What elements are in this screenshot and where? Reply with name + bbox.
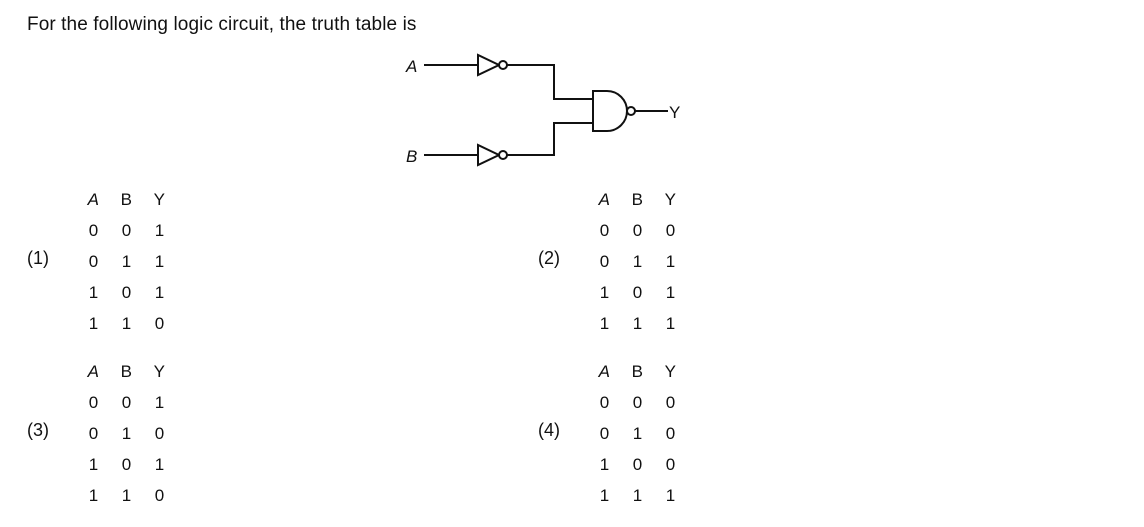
cell: 0 [599, 423, 610, 443]
cell: 0 [665, 392, 676, 412]
cell: 1 [154, 454, 165, 474]
cell: 0 [632, 220, 643, 240]
table-row: 0 1 1 [77, 246, 176, 277]
cell: 1 [121, 423, 132, 443]
cell: 1 [665, 282, 676, 302]
cell: 0 [88, 423, 99, 443]
cell: 1 [154, 282, 165, 302]
cell: 1 [632, 485, 643, 505]
option-2-label: (2) [538, 248, 560, 268]
cell: 0 [599, 251, 610, 271]
truth-table-2: A B Y 0 0 0 0 1 1 1 0 1 1 1 1 [588, 184, 687, 339]
cell: 1 [665, 485, 676, 505]
cell: 0 [88, 251, 99, 271]
input-a-label: A [405, 57, 417, 76]
cell: 1 [154, 251, 165, 271]
table-row: 1 0 1 [588, 277, 687, 308]
header-b: B [120, 189, 133, 209]
cell: 1 [665, 313, 676, 333]
input-b-label: B [406, 147, 417, 166]
truth-table-3: A B Y 0 0 1 0 1 0 1 0 1 1 1 0 [77, 356, 176, 511]
table-row: 1 1 0 [77, 308, 176, 339]
cell: 0 [154, 423, 165, 443]
cell: 0 [599, 220, 610, 240]
table-row: 0 1 0 [77, 418, 176, 449]
truth-table-1: A B Y 0 0 1 0 1 1 1 0 1 1 1 0 [77, 184, 176, 339]
cell: 0 [154, 313, 165, 333]
table-row: 1 0 1 [77, 277, 176, 308]
cell: 1 [599, 454, 610, 474]
header-y: Y [664, 361, 677, 381]
header-b: B [631, 361, 644, 381]
truth-table-4: A B Y 0 0 0 0 1 0 1 0 0 1 1 1 [588, 356, 687, 511]
table-row: 0 0 0 [588, 215, 687, 246]
table-row: 1 1 0 [77, 480, 176, 511]
cell: 0 [632, 392, 643, 412]
header-a: A [598, 189, 611, 209]
cell: 0 [665, 423, 676, 443]
header-y: Y [153, 189, 166, 209]
table-row: 0 1 0 [588, 418, 687, 449]
cell: 1 [154, 392, 165, 412]
cell: 0 [154, 485, 165, 505]
cell: 1 [88, 454, 99, 474]
header-b: B [631, 189, 644, 209]
cell: 0 [121, 220, 132, 240]
header-y: Y [664, 189, 677, 209]
cell: 0 [88, 392, 99, 412]
cell: 1 [88, 313, 99, 333]
question-text: For the following logic circuit, the tru… [27, 14, 417, 35]
table-row: 0 1 1 [588, 246, 687, 277]
cell: 1 [88, 282, 99, 302]
cell: 0 [88, 220, 99, 240]
cell: 1 [121, 485, 132, 505]
option-1-label: (1) [27, 248, 49, 268]
cell: 0 [665, 220, 676, 240]
option-3-label: (3) [27, 420, 49, 440]
output-y-label: Y [669, 103, 680, 122]
cell: 1 [88, 485, 99, 505]
cell: 1 [599, 313, 610, 333]
not-gate-b [477, 143, 502, 167]
not-gate-a [477, 53, 502, 77]
cell: 0 [599, 392, 610, 412]
header-y: Y [153, 361, 166, 381]
table-row: 1 1 1 [588, 308, 687, 339]
cell: 1 [599, 485, 610, 505]
cell: 1 [632, 423, 643, 443]
cell: 0 [665, 454, 676, 474]
header-b: B [120, 361, 133, 381]
header-a: A [598, 361, 611, 381]
cell: 1 [665, 251, 676, 271]
cell: 1 [632, 313, 643, 333]
cell: 1 [599, 282, 610, 302]
table-row: 1 0 1 [77, 449, 176, 480]
cell: 1 [121, 313, 132, 333]
header-a: A [87, 189, 100, 209]
option-4[interactable]: (4) A B Y 0 0 0 0 1 0 1 0 0 1 1 1 [538, 356, 718, 506]
cell: 0 [632, 282, 643, 302]
nand-gate [592, 90, 628, 132]
cell: 1 [632, 251, 643, 271]
cell: 0 [121, 282, 132, 302]
table-row: 1 0 0 [588, 449, 687, 480]
option-4-label: (4) [538, 420, 560, 440]
table-row: 1 1 1 [588, 480, 687, 511]
cell: 1 [121, 251, 132, 271]
cell: 0 [121, 454, 132, 474]
table-row: 0 0 1 [77, 215, 176, 246]
option-2[interactable]: (2) A B Y 0 0 0 0 1 1 1 0 1 1 1 1 [538, 184, 718, 334]
cell: 0 [632, 454, 643, 474]
option-1[interactable]: (1) A B Y 0 0 1 0 1 1 1 0 1 1 1 0 [27, 184, 207, 334]
cell: 1 [154, 220, 165, 240]
header-a: A [87, 361, 100, 381]
cell: 0 [121, 392, 132, 412]
option-3[interactable]: (3) A B Y 0 0 1 0 1 0 1 0 1 1 1 0 [27, 356, 207, 506]
table-row: 0 0 0 [588, 387, 687, 418]
table-row: 0 0 1 [77, 387, 176, 418]
